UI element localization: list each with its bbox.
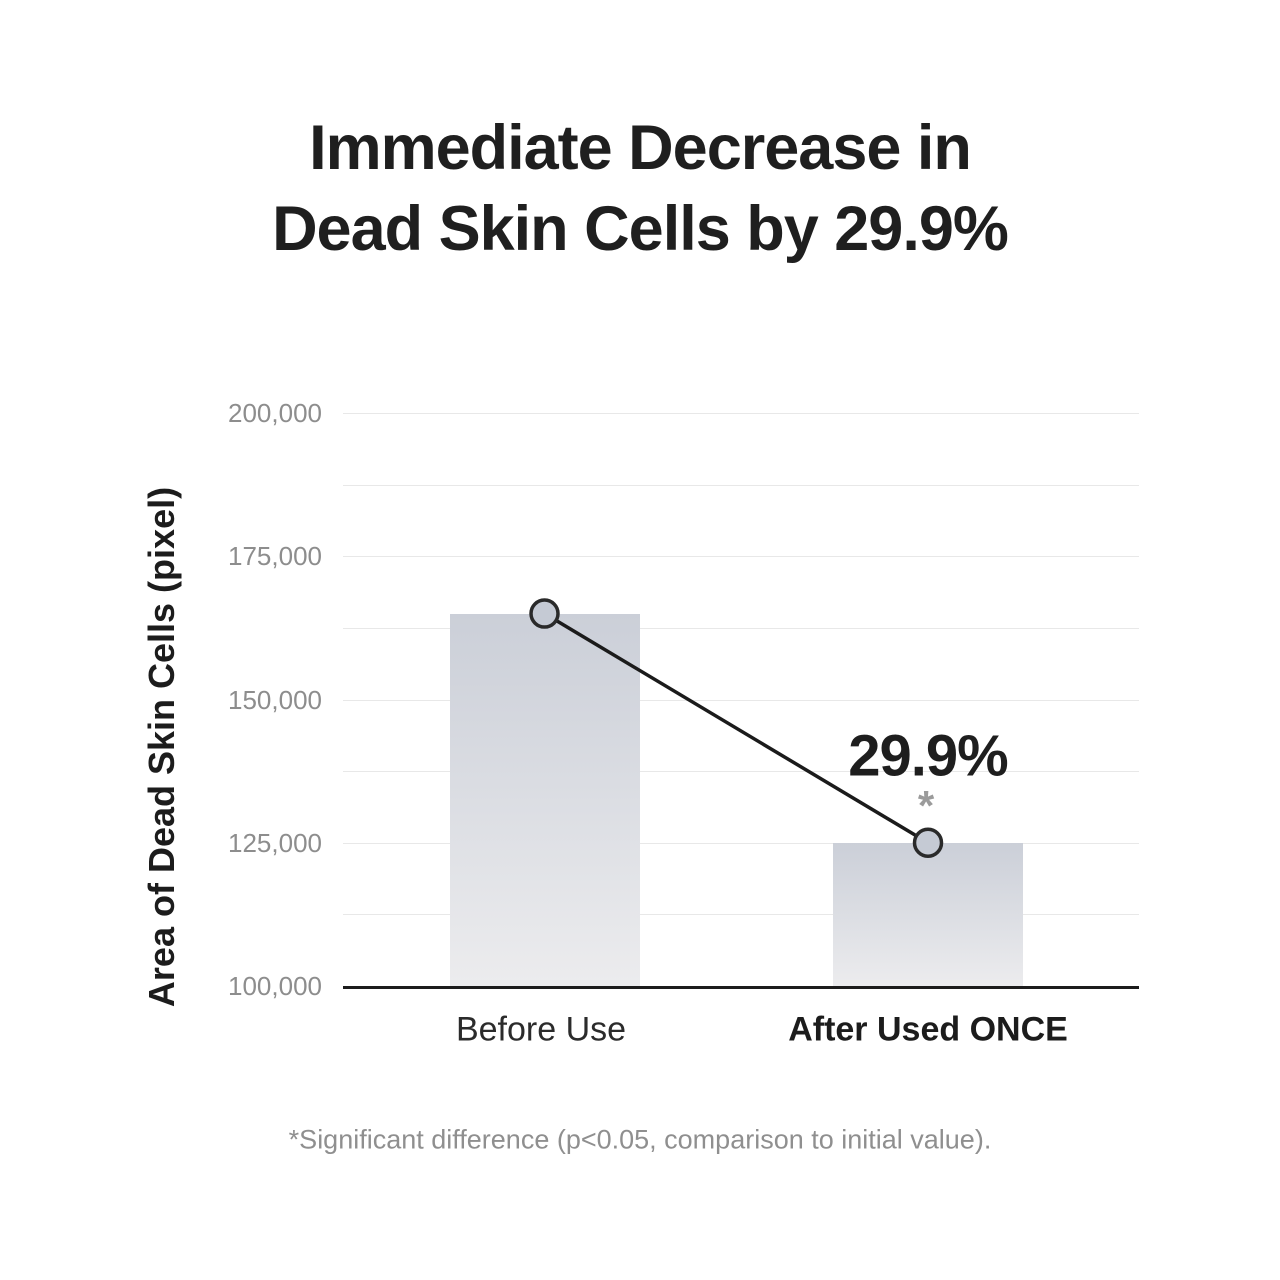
y-tick-label: 175,000 xyxy=(228,541,322,572)
gridline xyxy=(343,556,1139,558)
significance-asterisk: * xyxy=(917,782,935,829)
decrease-percent-label: 29.9% xyxy=(848,723,1008,789)
y-axis-tick-labels: 200,000 175,000 150,000 125,000 100,000 xyxy=(150,400,322,999)
gridline xyxy=(343,914,1139,916)
significance-footnote: *Significant difference (p<0.05, compari… xyxy=(288,1124,992,1155)
marker-after-used-once xyxy=(912,827,944,858)
gridline xyxy=(343,842,1139,844)
connector-overlay xyxy=(529,598,944,858)
connector-line xyxy=(543,612,929,845)
marker-before-use xyxy=(529,598,560,629)
gridline xyxy=(343,627,1139,629)
y-tick-label: 100,000 xyxy=(228,971,322,1001)
chart-title: Immediate Decrease in Dead Skin Cells by… xyxy=(0,108,1280,270)
plot-area xyxy=(343,413,1139,989)
gridline xyxy=(343,771,1139,773)
chart-title-line2: Dead Skin Cells by 29.9% xyxy=(272,194,1009,264)
gridline xyxy=(343,699,1139,701)
chart-title-line1: Immediate Decrease in xyxy=(309,113,972,183)
gridline xyxy=(343,413,1139,414)
y-tick-label: 200,000 xyxy=(228,398,322,428)
y-tick-label: 125,000 xyxy=(228,827,322,858)
y-tick-label: 150,000 xyxy=(228,684,322,715)
gridline xyxy=(343,484,1139,486)
x-label-after-used-once: After Used ONCE xyxy=(788,1010,1068,1049)
x-label-before-use: Before Use xyxy=(455,1010,627,1049)
bar-before-use xyxy=(449,613,640,986)
bar-after-used-once xyxy=(833,842,1023,986)
